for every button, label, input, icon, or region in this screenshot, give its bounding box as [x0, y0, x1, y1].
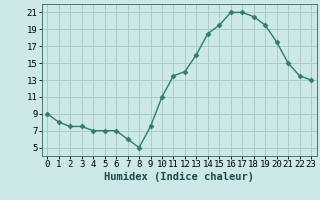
X-axis label: Humidex (Indice chaleur): Humidex (Indice chaleur)	[104, 172, 254, 182]
